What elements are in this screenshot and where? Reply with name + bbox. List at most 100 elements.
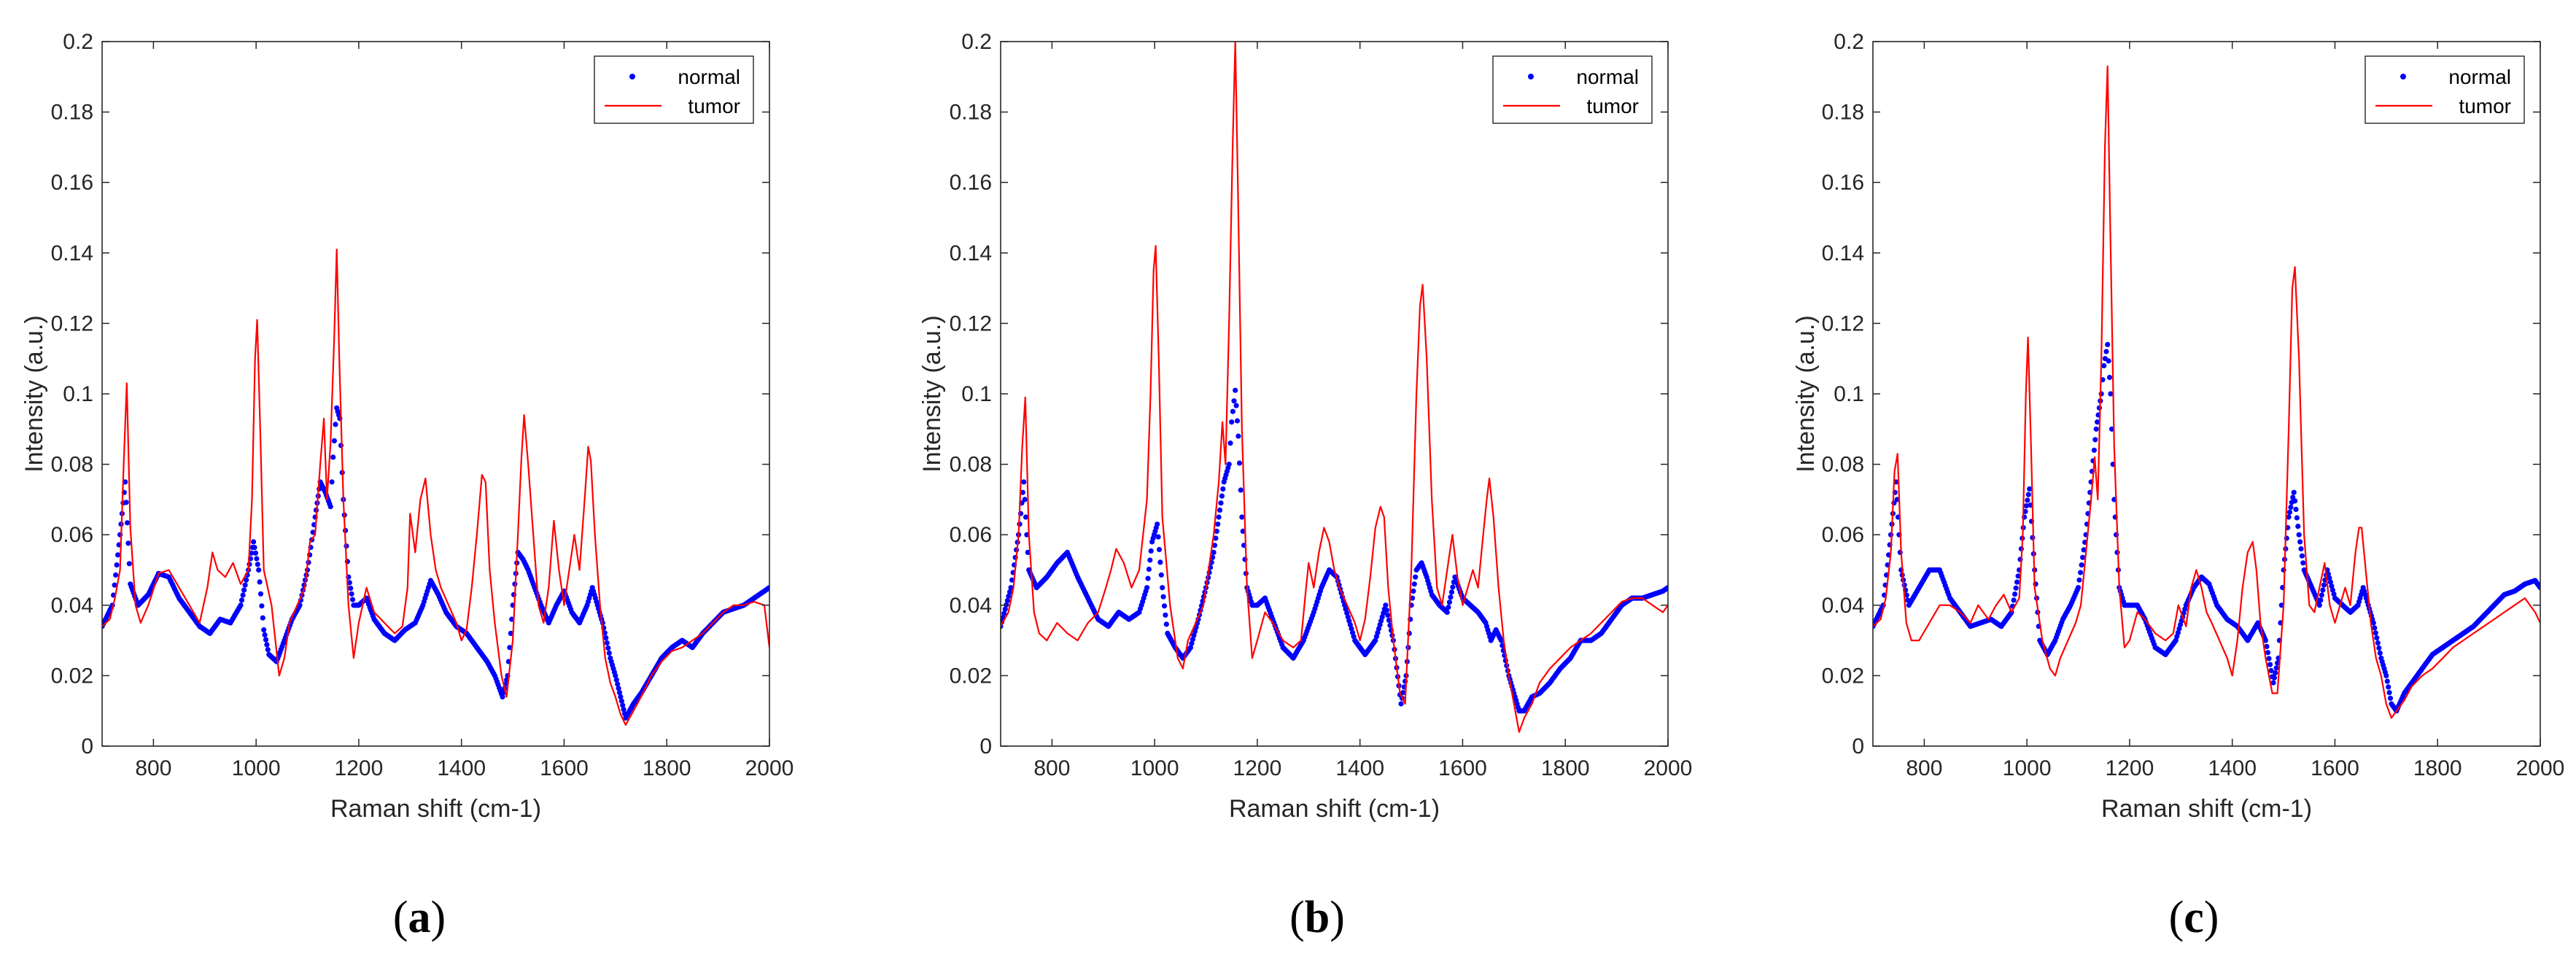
- y-axis-label: Intensity (a.u.): [20, 315, 48, 472]
- data-point-interp: [112, 582, 117, 588]
- data-point: [327, 504, 333, 510]
- data-point-interp: [1240, 528, 1246, 535]
- data-point: [1008, 585, 1014, 591]
- data-point-interp: [2292, 498, 2298, 504]
- data-point-interp: [1004, 597, 1010, 604]
- data-point-interp: [254, 556, 260, 562]
- data-point: [500, 694, 505, 700]
- data-point-interp: [2081, 547, 2087, 553]
- data-point-interp: [2375, 640, 2381, 646]
- data-point-interp: [2372, 625, 2378, 631]
- y-tick-label: 0.04: [51, 594, 93, 618]
- caption-close: ): [2204, 893, 2219, 942]
- data-point: [1444, 609, 1450, 616]
- data-point-interp: [240, 592, 246, 598]
- data-point-interp: [1448, 594, 1454, 600]
- data-point-interp: [1349, 626, 1354, 632]
- data-point-interp: [348, 586, 354, 591]
- data-point-interp: [2011, 597, 2017, 603]
- data-point-interp: [123, 500, 129, 505]
- data-point-interp: [1023, 514, 1029, 520]
- y-tick-label: 0.2: [63, 30, 93, 54]
- data-point: [2270, 680, 2276, 686]
- y-tick-label: 0: [979, 734, 992, 759]
- data-point: [256, 567, 262, 573]
- data-point-interp: [1406, 630, 1412, 637]
- data-point: [1498, 637, 1504, 643]
- data-point-interp: [2319, 592, 2324, 598]
- data-point-interp: [1158, 572, 1164, 578]
- data-point-interp: [603, 635, 609, 641]
- x-tick-label: 1800: [1541, 756, 1590, 780]
- data-point: [1398, 701, 1404, 707]
- caption-open: (: [1289, 893, 1305, 942]
- data-point-interp: [1411, 581, 1417, 587]
- x-tick-label: 2000: [2516, 756, 2565, 780]
- data-point-interp: [1214, 528, 1219, 535]
- data-point-interp: [1192, 629, 1198, 635]
- data-point-interp: [260, 615, 265, 621]
- data-point-interp: [1231, 398, 1237, 404]
- legend-label-tumor: tumor: [688, 95, 740, 117]
- data-point-interp: [2015, 573, 2021, 579]
- x-tick-label: 1000: [232, 756, 281, 780]
- x-tick-label: 1200: [1233, 756, 1282, 780]
- y-tick-label: 0.06: [51, 523, 93, 547]
- data-point-interp: [1002, 606, 1008, 612]
- data-point-interp: [2376, 645, 2382, 651]
- plot-series: [102, 248, 769, 726]
- data-point-interp: [1006, 593, 1012, 600]
- x-tick-label: 1800: [643, 756, 691, 780]
- data-point-interp: [242, 582, 248, 588]
- data-point-interp: [1157, 559, 1163, 565]
- data-point-interp: [2268, 667, 2274, 674]
- data-point-interp: [2329, 583, 2335, 589]
- data-point-interp: [1191, 632, 1197, 638]
- y-axis-label: Intensity (a.u.): [1792, 315, 1820, 472]
- data-point: [2286, 514, 2292, 520]
- data-point: [2537, 585, 2540, 591]
- y-tick-label: 0.02: [1822, 664, 1864, 688]
- plot-series: [1001, 42, 1668, 733]
- y-tick-label: 0.08: [1822, 453, 1864, 477]
- x-tick-label: 1400: [437, 756, 486, 780]
- data-point-interp: [2106, 358, 2111, 364]
- data-point: [1160, 585, 1165, 591]
- data-point-interp: [2014, 579, 2020, 585]
- data-point-interp: [1213, 535, 1219, 541]
- data-point-interp: [2267, 662, 2273, 667]
- data-point-interp: [618, 698, 624, 704]
- data-point: [2296, 532, 2302, 538]
- data-point: [1144, 585, 1150, 591]
- data-point-interp: [1384, 608, 1389, 613]
- caption-close: ): [431, 893, 446, 942]
- y-tick-label: 0.1: [63, 382, 93, 406]
- data-point-interp: [1347, 622, 1353, 628]
- data-point-interp: [1351, 634, 1357, 640]
- data-point-interp: [1147, 557, 1153, 563]
- y-tick-label: 0.02: [950, 664, 992, 688]
- data-point-interp: [238, 597, 245, 603]
- data-point-interp: [1217, 507, 1223, 513]
- x-tick-label: 800: [1906, 756, 1942, 780]
- data-point: [2262, 637, 2268, 643]
- data-point-interp: [1375, 629, 1381, 636]
- data-point: [2383, 672, 2389, 679]
- data-point: [1235, 433, 1241, 439]
- data-point-interp: [1344, 610, 1350, 616]
- panel-caption: (b): [1289, 893, 1345, 942]
- data-point: [2173, 637, 2179, 643]
- data-point-interp: [1230, 408, 1235, 414]
- data-point: [2291, 489, 2297, 495]
- data-point-interp: [2327, 579, 2333, 585]
- data-point-interp: [329, 479, 335, 485]
- x-axis-label: Raman shift (cm-1): [330, 795, 541, 823]
- data-point-interp: [604, 640, 610, 646]
- data-point-interp: [2374, 635, 2380, 641]
- data-point-interp: [1227, 441, 1233, 446]
- data-point-interp: [1161, 603, 1168, 609]
- data-point-interp: [263, 637, 269, 643]
- data-point-interp: [2182, 606, 2188, 612]
- y-tick-label: 0.1: [1834, 382, 1864, 406]
- data-point-interp: [1236, 460, 1243, 466]
